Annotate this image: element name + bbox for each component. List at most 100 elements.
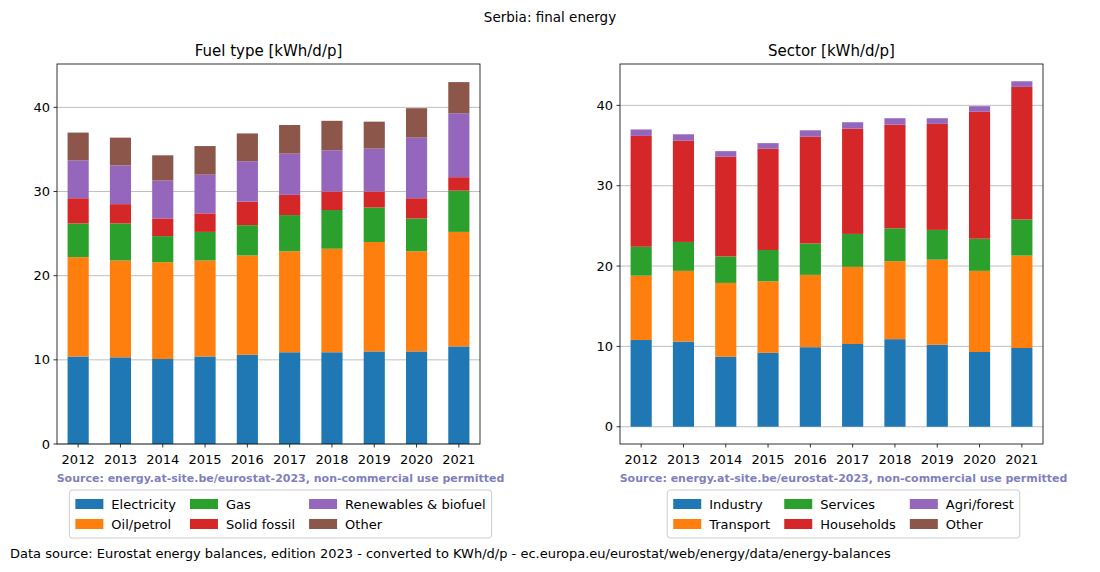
axes-frame [620, 64, 1043, 444]
bar [448, 113, 469, 177]
legend-swatch [910, 499, 938, 509]
x-tick-label: 2021 [1005, 452, 1038, 467]
y-tick-label: 0 [42, 437, 50, 452]
bar [237, 202, 258, 226]
y-tick [54, 191, 58, 192]
bar [927, 230, 948, 260]
x-tick [725, 444, 726, 448]
figure: Serbia: final energyData source: Eurosta… [0, 0, 1100, 572]
bar [364, 242, 385, 351]
bar [927, 118, 948, 119]
bar [110, 223, 131, 260]
bar [406, 138, 427, 199]
legend-label: Renewables & biofuel [345, 497, 486, 512]
legend-label: Industry [709, 497, 763, 512]
bar [884, 125, 905, 229]
bar [842, 129, 863, 234]
legend-swatch [309, 499, 337, 509]
bar [969, 352, 990, 427]
bar [152, 262, 173, 359]
bar [364, 149, 385, 192]
bars [631, 81, 1033, 426]
bar [715, 157, 736, 257]
bar [715, 256, 736, 283]
bar [884, 339, 905, 427]
x-tick [1021, 444, 1022, 448]
bar [321, 352, 342, 444]
legend-swatch [673, 519, 701, 529]
bar [194, 175, 215, 214]
x-tick-label: 2017 [836, 452, 869, 467]
y-tick-label: 10 [596, 339, 613, 354]
bar [715, 357, 736, 427]
x-tick-label: 2013 [104, 452, 137, 467]
x-tick [810, 444, 811, 448]
bar [448, 191, 469, 232]
x-tick-label: 2016 [794, 452, 827, 467]
legend-label: Solid fossil [226, 517, 295, 532]
bar [757, 143, 778, 149]
x-tick [162, 444, 163, 448]
legend-swatch [784, 499, 812, 509]
bar [631, 247, 652, 276]
x-tick-label: 2020 [400, 452, 433, 467]
bar [715, 151, 736, 157]
bar [364, 207, 385, 242]
chart-title: Fuel type [kWh/d/p] [195, 42, 343, 60]
x-tick [894, 444, 895, 448]
bar [927, 124, 948, 230]
y-tick [617, 346, 621, 347]
y-tick-label: 30 [33, 184, 50, 199]
legend-swatch [910, 519, 938, 529]
bar [321, 192, 342, 211]
legend-label: Other [946, 517, 984, 532]
bar [152, 236, 173, 262]
bar [715, 283, 736, 357]
bar [1011, 219, 1032, 255]
bar [406, 198, 427, 218]
x-tick [120, 444, 121, 448]
y-tick-label: 20 [33, 268, 50, 283]
legend-label: Households [820, 517, 896, 532]
x-tick [458, 444, 459, 448]
bar [842, 234, 863, 267]
bar [800, 347, 821, 427]
bar [757, 281, 778, 353]
bar [279, 352, 300, 444]
bar [110, 357, 131, 444]
legend-frame [667, 490, 1020, 538]
y-tick [617, 266, 621, 267]
bar [194, 146, 215, 175]
grid-line [57, 107, 480, 108]
x-tick-label: 2012 [625, 452, 658, 467]
x-tick-label: 2014 [146, 452, 179, 467]
x-tick [641, 444, 642, 448]
x-tick [289, 444, 290, 448]
bar [631, 276, 652, 340]
x-tick-label: 2014 [709, 452, 742, 467]
bar [631, 129, 652, 135]
y-tick-label: 30 [596, 178, 613, 193]
legend-label: Agri/forest [946, 497, 1014, 512]
legend-label: Other [345, 517, 383, 532]
annotation: Source: energy.at-site.be/eurostat-2023,… [620, 472, 1068, 485]
y-tick-label: 0 [605, 419, 613, 434]
legend-swatch [784, 519, 812, 529]
x-tick-label: 2015 [752, 452, 785, 467]
bar [757, 149, 778, 250]
bar [673, 271, 694, 342]
bars [68, 82, 470, 444]
bar [800, 130, 821, 136]
x-tick [416, 444, 417, 448]
bar [800, 244, 821, 275]
x-tick [979, 444, 980, 448]
bar [279, 125, 300, 154]
y-tick-label: 10 [33, 352, 50, 367]
legend-frame [69, 490, 491, 538]
legend: ElectricityOil/petrolGasSolid fossilRene… [69, 490, 491, 538]
bar [884, 261, 905, 339]
bar [321, 150, 342, 191]
bar [673, 134, 694, 140]
y-tick [54, 107, 58, 108]
bar [842, 267, 863, 344]
